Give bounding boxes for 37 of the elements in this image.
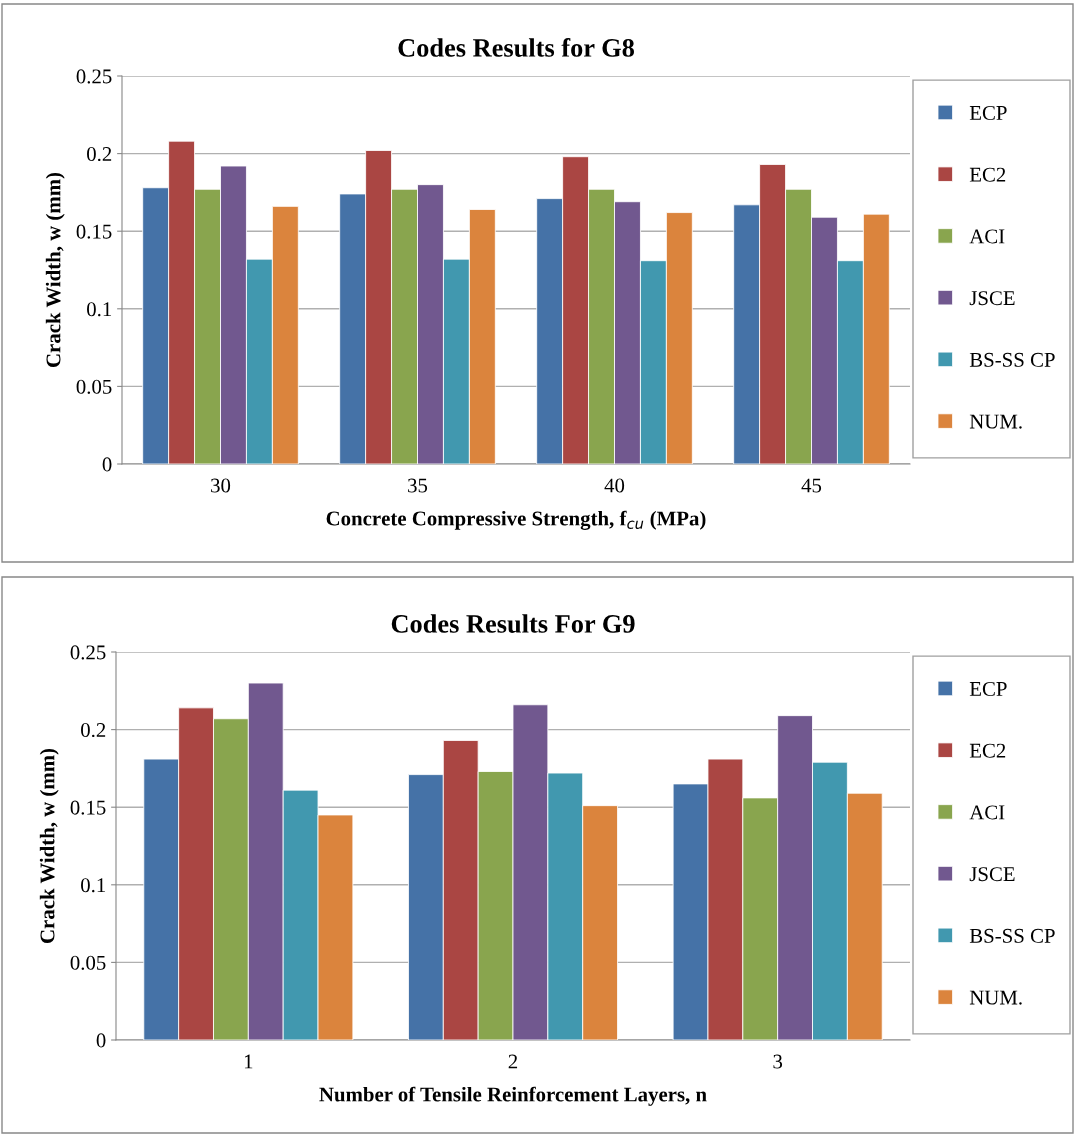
y-tick-label: 0.05 bbox=[70, 955, 106, 970]
y-tick-label: 0.15 bbox=[76, 224, 112, 239]
x-tick-label: 40 bbox=[604, 478, 625, 493]
legend-label: NUM. bbox=[969, 990, 1022, 1005]
y-tick-label: 0.05 bbox=[76, 379, 112, 394]
y-tick-label: 0.1 bbox=[81, 878, 106, 893]
legend-label: ECP bbox=[969, 105, 1007, 120]
y-axis-title: Crack Width, w (mm) bbox=[39, 748, 59, 943]
x-tick-label: 1 bbox=[244, 1054, 253, 1069]
x-tick-label: 3 bbox=[773, 1054, 783, 1069]
legend-label: ACI bbox=[969, 805, 1005, 820]
y-tick-label: 0.2 bbox=[87, 146, 112, 162]
x-tick-label: 30 bbox=[211, 478, 231, 493]
y-tick-label: 0 bbox=[96, 1033, 106, 1048]
legend-label: ACI bbox=[969, 229, 1005, 244]
y-tick-label: 0.25 bbox=[70, 645, 106, 660]
y-tick-label: 0.25 bbox=[76, 69, 112, 84]
y-tick-label: 0 bbox=[102, 457, 112, 472]
x-tick-label: 2 bbox=[508, 1054, 518, 1069]
legend-label: BS-SS CP bbox=[969, 928, 1055, 943]
x-axis-title: Concrete Compressive Strength, f$_{cu}$ (MPa) bbox=[326, 510, 706, 530]
x-tick-label: 45 bbox=[801, 478, 822, 493]
y-tick-label: 0.15 bbox=[70, 800, 106, 815]
legend-label: NUM. bbox=[969, 414, 1022, 429]
chart-title: Codes Results For G9 bbox=[391, 614, 635, 633]
legend-label: EC2 bbox=[969, 743, 1006, 758]
x-axis-title: Number of Tensile Reinforcement Layers, n bbox=[319, 1086, 707, 1106]
y-tick-label: 0.2 bbox=[81, 722, 106, 738]
legend-label: ECP bbox=[969, 681, 1007, 696]
legend-label: JSCE bbox=[969, 867, 1015, 882]
chart-title: Codes Results for G8 bbox=[398, 37, 634, 57]
legend-label: JSCE bbox=[969, 291, 1015, 306]
y-tick-label: 0.1 bbox=[87, 302, 112, 317]
legend-label: BS-SS CP bbox=[969, 352, 1055, 367]
x-tick-label: 35 bbox=[408, 478, 428, 493]
y-axis-title: Crack Width, w (mm) bbox=[45, 172, 65, 367]
legend-label: EC2 bbox=[969, 167, 1006, 182]
